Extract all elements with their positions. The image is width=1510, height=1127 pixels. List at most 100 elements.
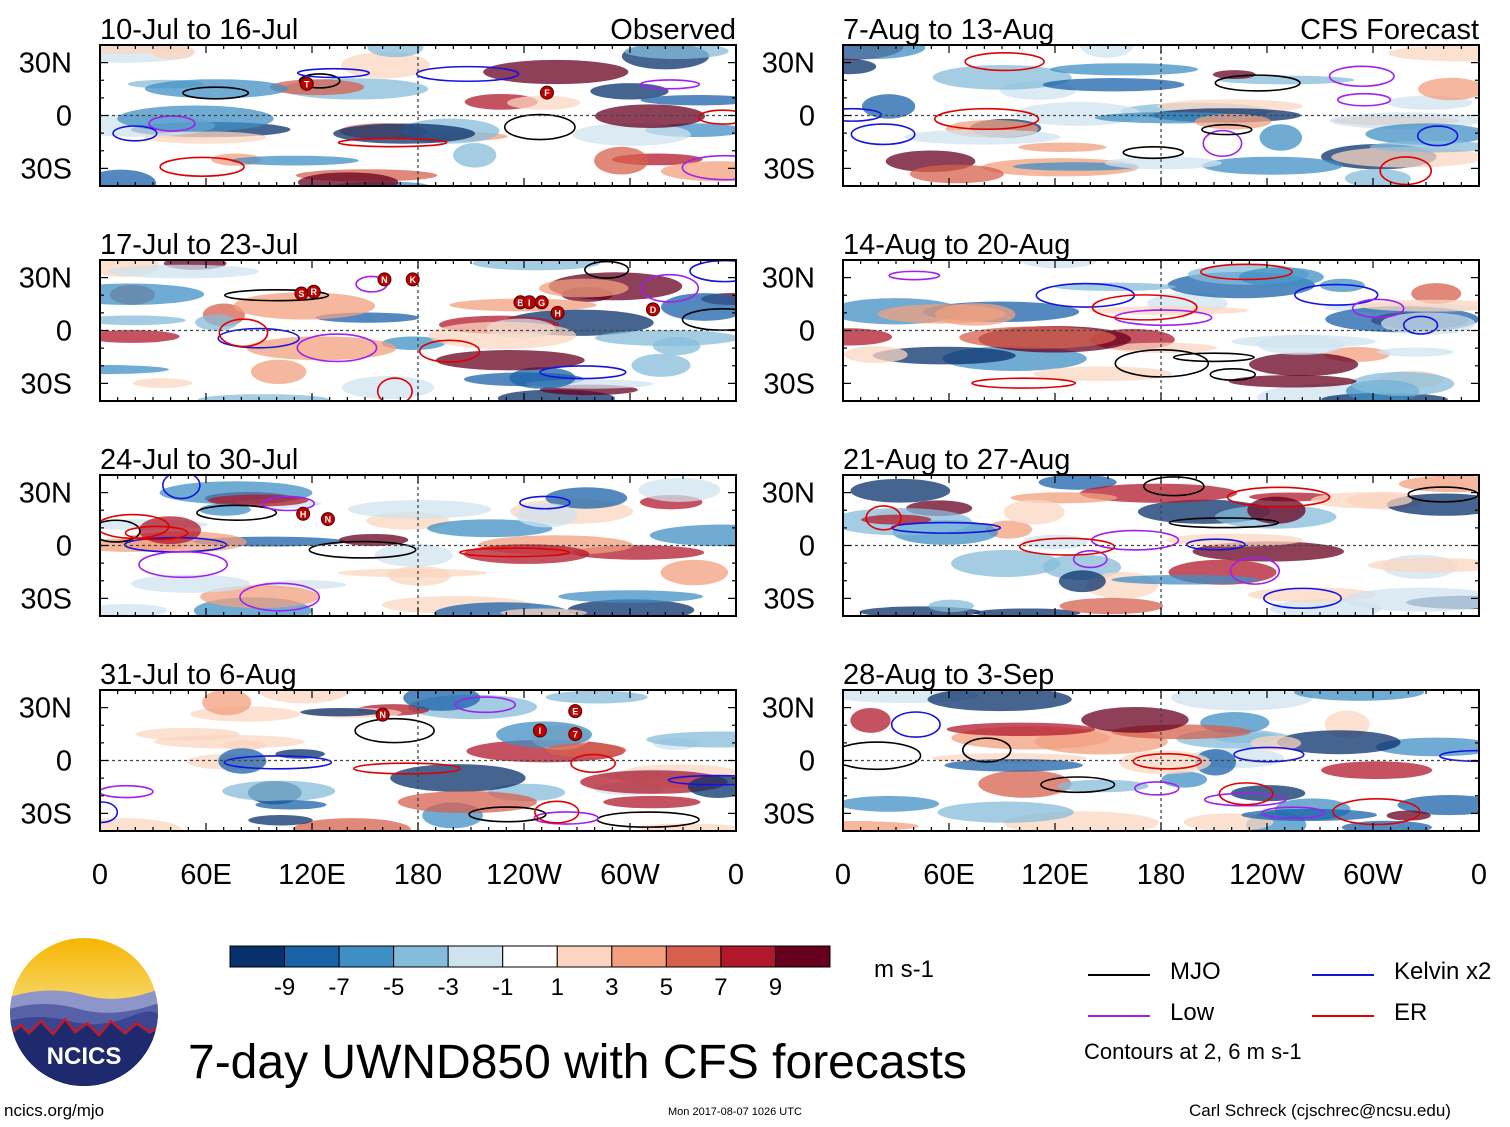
storm-marker: K [405,272,420,287]
y-tick-label: 30N [19,263,72,295]
anomaly-field [100,690,736,831]
x-tick-label: 0 [1471,859,1487,891]
storm-marker: I [522,295,537,310]
y-tick-label: 0 [799,531,815,563]
legend-item-low: Low [1088,999,1214,1027]
panel-period-label: 10-Jul to 16-Jul [100,14,298,46]
storm-marker: S [294,286,309,301]
panel-period-label: 24-Jul to 30-Jul [100,444,298,476]
storm-letter: I [528,298,531,308]
colorbar-swatch [447,945,504,968]
legend-item-mjo: MJO [1088,958,1221,986]
y-tick-label: 30N [19,693,72,725]
footer-timestamp: Mon 2017-08-07 1026 UTC [668,1106,802,1118]
colorbar-swatch [556,945,613,968]
y-tick-label: 30S [763,153,815,185]
x-tick-label: 0 [728,859,744,891]
legend-label: MJO [1170,958,1221,985]
y-tick-label: 0 [799,101,815,133]
colorbar-swatch [665,945,722,968]
y-tick-label: 30S [20,153,72,185]
legend-label: Kelvin x2 [1394,958,1492,985]
y-tick-label: 30N [762,693,815,725]
y-tick-label: 0 [56,316,72,348]
colorbar-tick-label: 5 [660,974,673,1001]
y-tick-label: 0 [56,531,72,563]
storm-letter: 7 [573,730,578,740]
panel-4: 30N 0 30S 31-Jul to 6-Aug N I E 7 0 60E 120E 180 120… [19,659,744,891]
storm-letter: E [572,707,578,717]
legend-item-er: ER [1312,999,1427,1027]
colorbar-swatch [393,945,449,968]
figure-title: 7-day UWND850 with CFS forecasts [188,1036,967,1089]
anomaly-field [843,690,1479,831]
storm-letter: N [325,515,332,525]
y-tick-label: 30N [19,478,72,510]
storm-letter: T [304,79,310,89]
panel-period-label: 17-Jul to 23-Jul [100,229,298,261]
panel-source-label: Observed [610,14,736,46]
storm-marker: 7 [568,727,583,742]
panel-3: 30N 0 30S 24-Jul to 30-Jul H N [19,444,737,617]
x-tick-label: 180 [1137,859,1185,891]
colorbar-tick-label: 7 [714,974,727,1001]
y-tick-label: 30N [19,48,72,80]
panel-source-label: CFS Forecast [1300,14,1479,46]
storm-letter: B [517,298,524,308]
colorbar-tick-label: -7 [328,974,349,1001]
panel-8: 30N 0 30S 28-Aug to 3-Sep 0 60E 120E 180 120W 60W… [762,659,1487,891]
y-tick-label: 0 [799,746,815,778]
colorbar-units-label: m s-1 [874,956,934,983]
storm-marker: T [299,76,314,91]
storm-marker: H [550,305,565,320]
y-tick-label: 30S [20,798,72,830]
y-tick-label: 30S [20,583,72,615]
storm-marker: N [320,512,335,527]
y-tick-label: 0 [56,746,72,778]
storm-letter: S [298,289,304,299]
panel-period-label: 7-Aug to 13-Aug [843,14,1054,46]
panel-2: 30N 0 30S 17-Jul to 23-Jul S R N K B I GH D [19,229,737,402]
colorbar-swatch [611,945,667,968]
storm-letter: N [381,275,388,285]
storm-marker: G [534,295,549,310]
storm-letter: G [538,298,545,308]
logo-text: NCICS [47,1043,122,1070]
y-tick-label: 0 [799,316,815,348]
colorbar-swatch [229,945,286,968]
panel-period-label: 28-Aug to 3-Sep [843,659,1054,691]
anomaly-field [843,45,1479,186]
storm-letter: H [554,308,561,318]
legend-line [1088,1014,1150,1017]
colorbar-swatch [284,945,340,968]
x-tick-label: 0 [835,859,851,891]
footer-url[interactable]: ncics.org/mjo [4,1101,105,1120]
x-tick-label: 120E [278,859,346,891]
panel-6: 30N 0 30S 14-Aug to 20-Aug [762,229,1480,402]
storm-marker: D [645,302,660,317]
colorbar-swatch [774,945,831,968]
storm-marker: N [377,272,392,287]
storm-letter: H [300,509,307,519]
y-tick-label: 30S [763,583,815,615]
footer-author[interactable]: Carl Schreck (cjschrec@ncsu.edu) [1189,1101,1451,1120]
legend-line [1312,1014,1374,1017]
storm-letter: N [379,710,386,720]
y-tick-label: 30N [762,48,815,80]
legend-line [1088,973,1150,976]
storm-letter: K [409,275,416,285]
contour-note: Contours at 2, 6 m s-1 [1084,1039,1302,1064]
panel-period-label: 31-Jul to 6-Aug [100,659,297,691]
colorbar-tick-label: 1 [551,974,564,1001]
ncics-logo: NCICS [10,938,158,1086]
y-tick-label: 30N [762,263,815,295]
colorbar-swatch [338,945,395,968]
anomaly-field [843,260,1479,401]
y-tick-label: 30S [763,798,815,830]
colorbar-tick-label: -1 [492,974,513,1001]
storm-marker: R [306,284,321,299]
x-tick-label: 180 [394,859,442,891]
colorbar-swatch [502,945,558,968]
colorbar-tick-label: 9 [769,974,782,1001]
